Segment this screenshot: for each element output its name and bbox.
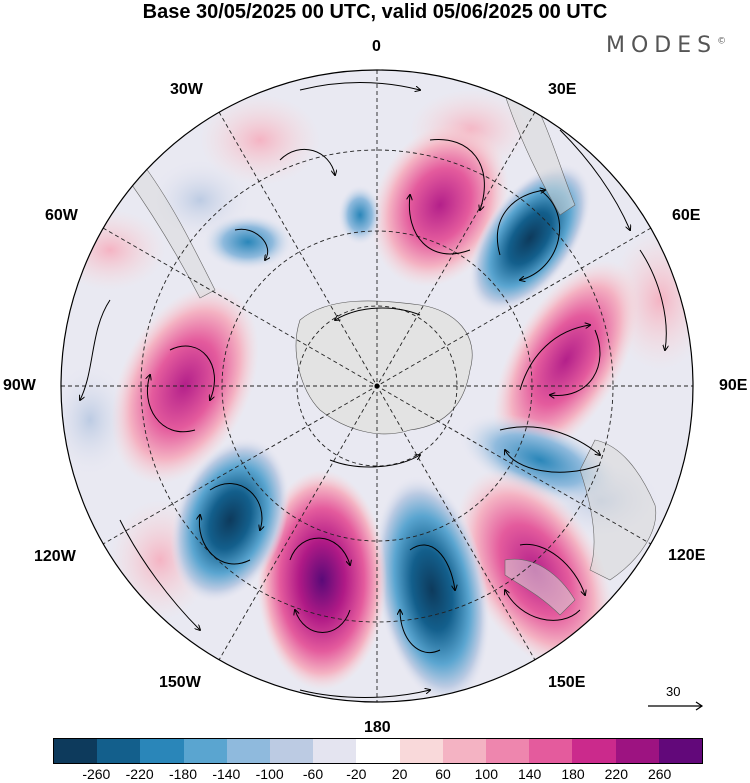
colorbar-tick-label: -140	[212, 766, 241, 782]
colorbar-swatch	[313, 739, 357, 763]
map-title: Base 30/05/2025 00 UTC, valid 05/06/2025…	[142, 1, 608, 23]
south-pole-marker	[374, 383, 380, 389]
brand-logo: MODES©	[606, 33, 727, 58]
colorbar-tick-label: -180	[168, 766, 198, 782]
lon-label-120w: 120W	[34, 548, 76, 565]
colorbar-swatch	[442, 739, 487, 763]
lon-label-30w: 30W	[170, 81, 203, 98]
colorbar-tick-label: -260	[82, 766, 111, 782]
colorbar-tick-label: -60	[302, 766, 324, 782]
colorbar-swatch	[356, 739, 400, 763]
lon-label-180: 180	[364, 719, 391, 736]
lon-label-60e: 60E	[672, 207, 701, 224]
colorbar-tick-label: 180	[561, 766, 585, 782]
colorbar-swatch	[399, 739, 443, 763]
lon-label-90e: 90E	[719, 377, 748, 394]
streamlines	[80, 82, 666, 698]
lon-label-120e: 120E	[668, 547, 706, 564]
map-border	[60, 69, 694, 703]
lon-label-90w: 90W	[3, 377, 36, 394]
colorbar-swatch	[486, 739, 530, 763]
lon-label-0: 0	[372, 38, 381, 55]
colorbar	[53, 738, 703, 764]
colorbar-swatch	[615, 739, 659, 763]
lon-label-150w: 150W	[159, 674, 201, 691]
colorbar-swatch	[572, 739, 616, 763]
colorbar-swatch	[226, 739, 271, 763]
colorbar-tick-label: -220	[125, 766, 154, 782]
colorbar-swatch	[54, 739, 98, 763]
colorbar-swatch	[658, 739, 703, 763]
colorbar-swatch	[140, 739, 184, 763]
colorbar-swatch	[97, 739, 141, 763]
colorbar-tick-label: -100	[255, 766, 284, 782]
colorbar-tick-label: 140	[517, 766, 542, 782]
reference-vector-arrow	[648, 701, 704, 711]
colorbar-swatch	[270, 739, 314, 763]
colorbar-ticks: -260 -220 -180 -140 -100 -60 -20 20 60 100 140 180 2…	[0, 766, 750, 783]
colorbar-tick-label: 220	[604, 766, 628, 782]
colorbar-tick-label: -20	[346, 766, 367, 782]
lon-label-150e: 150E	[548, 674, 586, 691]
lon-label-60w: 60W	[45, 207, 78, 224]
reference-vector-label: 30	[666, 684, 681, 699]
lon-label-30e: 30E	[548, 81, 577, 98]
colorbar-swatch	[183, 739, 227, 763]
colorbar-tick-label: 20	[391, 766, 408, 782]
colorbar-tick-label: 100	[474, 766, 498, 782]
colorbar-tick-label: 60	[435, 766, 451, 782]
colorbar-swatch	[529, 739, 573, 763]
colorbar-tick-label: 260	[647, 766, 672, 782]
